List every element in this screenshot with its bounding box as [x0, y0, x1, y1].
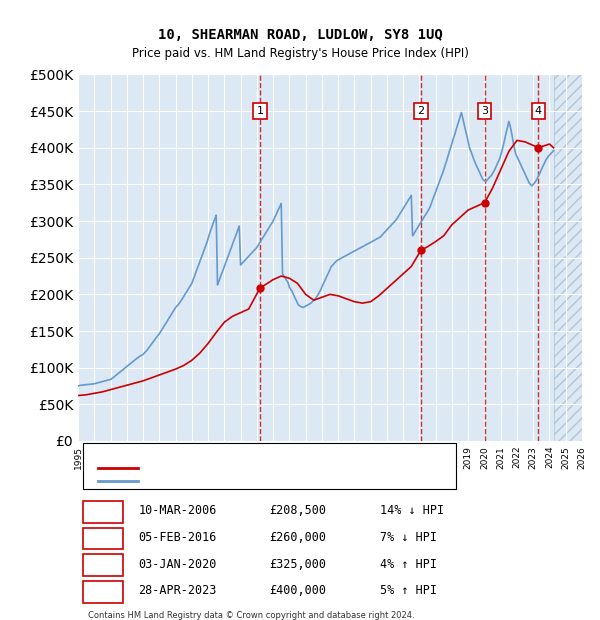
Text: £400,000: £400,000	[269, 585, 326, 598]
FancyBboxPatch shape	[83, 501, 124, 523]
FancyBboxPatch shape	[83, 554, 124, 576]
Text: HPI: Average price, detached house, Shropshire: HPI: Average price, detached house, Shro…	[149, 476, 382, 486]
Text: 3: 3	[99, 558, 107, 571]
Text: 10, SHEARMAN ROAD, LUDLOW, SY8 1UQ: 10, SHEARMAN ROAD, LUDLOW, SY8 1UQ	[158, 28, 442, 42]
Bar	[554, 74, 582, 441]
FancyBboxPatch shape	[83, 581, 124, 603]
Text: 10, SHEARMAN ROAD, LUDLOW, SY8 1UQ (detached house): 10, SHEARMAN ROAD, LUDLOW, SY8 1UQ (deta…	[149, 463, 440, 472]
Text: 28-APR-2023: 28-APR-2023	[139, 585, 217, 598]
Text: Price paid vs. HM Land Registry's House Price Index (HPI): Price paid vs. HM Land Registry's House …	[131, 46, 469, 60]
Text: 03-JAN-2020: 03-JAN-2020	[139, 558, 217, 571]
Text: 1: 1	[99, 505, 107, 518]
Text: 4: 4	[99, 585, 107, 598]
Text: 1: 1	[256, 106, 263, 116]
Text: 5% ↑ HPI: 5% ↑ HPI	[380, 585, 437, 598]
Text: 10-MAR-2006: 10-MAR-2006	[139, 505, 217, 518]
Text: 2: 2	[99, 531, 107, 544]
Text: 05-FEB-2016: 05-FEB-2016	[139, 531, 217, 544]
Text: £260,000: £260,000	[269, 531, 326, 544]
Text: 4: 4	[535, 106, 542, 116]
Text: £325,000: £325,000	[269, 558, 326, 571]
Text: 7% ↓ HPI: 7% ↓ HPI	[380, 531, 437, 544]
FancyBboxPatch shape	[83, 528, 124, 549]
FancyBboxPatch shape	[83, 443, 456, 489]
Text: 4% ↑ HPI: 4% ↑ HPI	[380, 558, 437, 571]
Text: 14% ↓ HPI: 14% ↓ HPI	[380, 505, 445, 518]
Text: Contains HM Land Registry data © Crown copyright and database right 2024.: Contains HM Land Registry data © Crown c…	[88, 611, 415, 620]
Text: 3: 3	[481, 106, 488, 116]
Bar	[554, 74, 582, 441]
Text: £208,500: £208,500	[269, 505, 326, 518]
Text: 2: 2	[418, 106, 424, 116]
